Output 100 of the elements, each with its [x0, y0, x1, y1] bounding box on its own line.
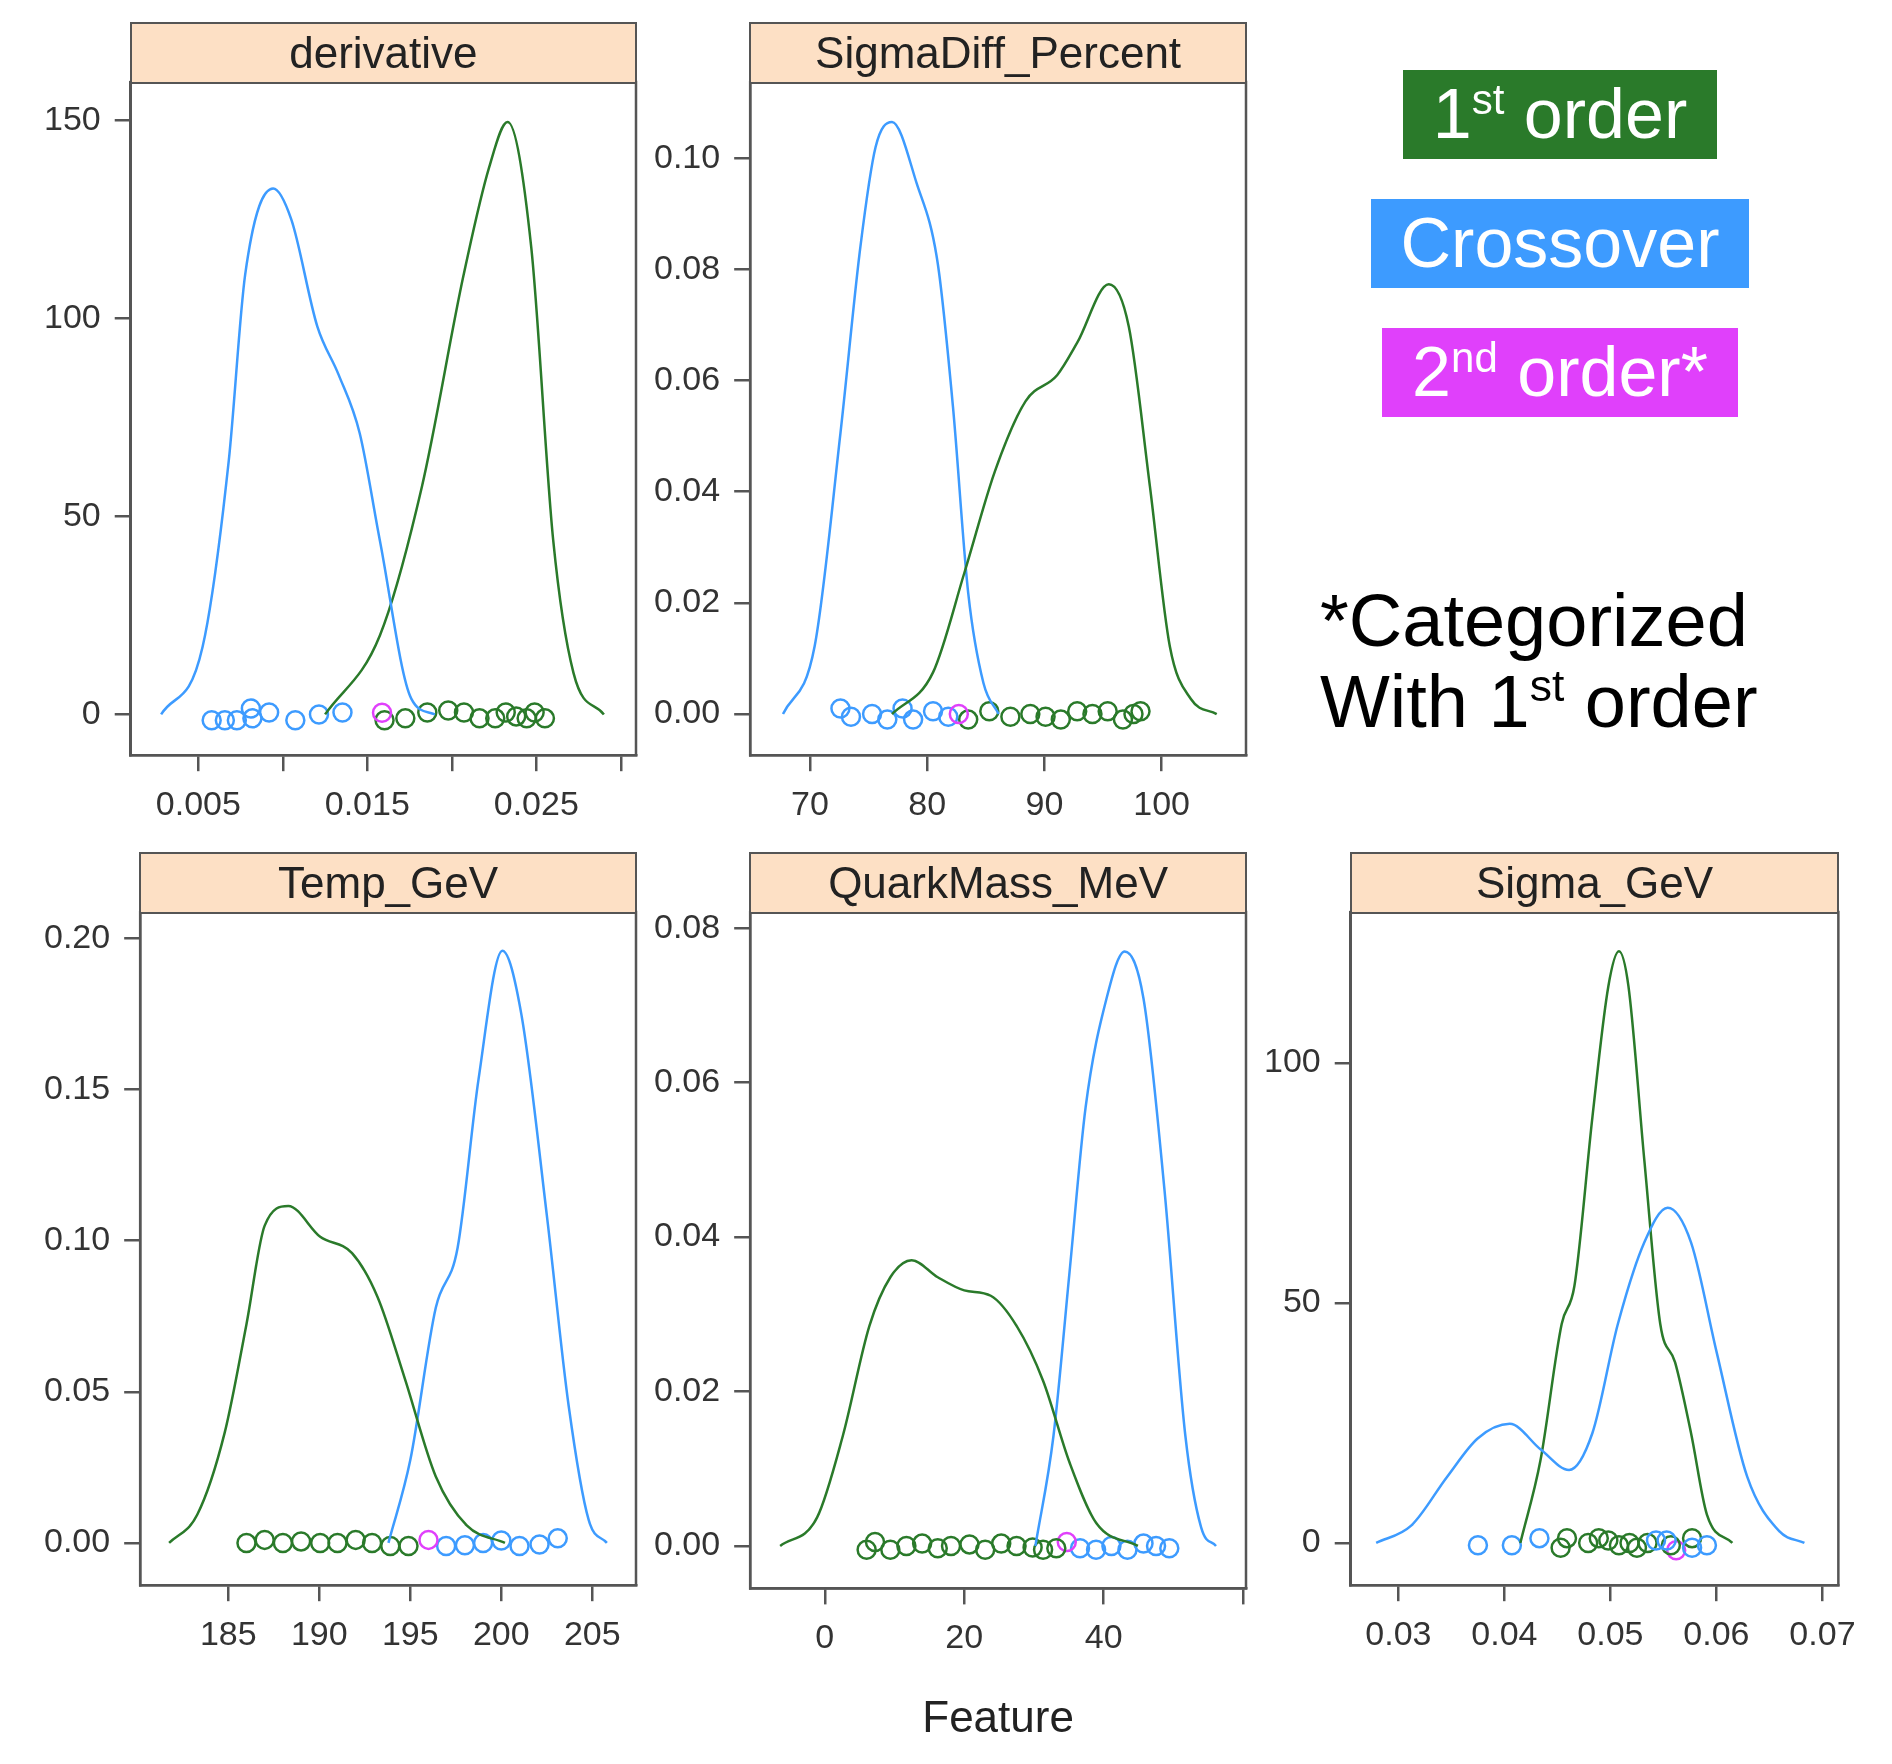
- y-tick-label: 0.06: [653, 358, 721, 397]
- y-tick-label: 0.00: [653, 1524, 721, 1563]
- point: [435, 1535, 457, 1557]
- x-tick-label: 70: [791, 783, 829, 822]
- point: [1467, 1535, 1489, 1556]
- point: [240, 698, 262, 719]
- point: [495, 702, 516, 723]
- point: [1608, 1535, 1630, 1556]
- point: [491, 1530, 512, 1551]
- x-tick-label: 40: [1084, 1617, 1123, 1656]
- y-tick-label: 0.08: [653, 247, 721, 286]
- x-tick-label: 200: [472, 1613, 530, 1652]
- point: [453, 702, 475, 723]
- x-tick-label: 0.05: [1577, 1613, 1644, 1652]
- point: [1681, 1537, 1703, 1558]
- text: *Categorized With 1$^{st}$ order: [1320, 579, 1759, 744]
- x-tick-label: 0.07: [1789, 1613, 1856, 1652]
- point: [285, 710, 306, 731]
- point: [529, 1534, 550, 1555]
- point: [332, 702, 353, 723]
- point: [214, 710, 236, 731]
- point: [380, 1535, 401, 1557]
- point: [1619, 1532, 1640, 1554]
- point: [242, 708, 263, 729]
- point: [361, 1532, 383, 1554]
- point: [505, 706, 527, 727]
- point: [484, 708, 506, 729]
- point: [371, 702, 393, 724]
- point: [258, 702, 280, 723]
- y-tick-label: 0.04: [653, 1215, 721, 1254]
- y-tick-label: 0.00: [653, 692, 721, 731]
- y-tick-label: 0: [1301, 1521, 1321, 1560]
- point: [547, 1528, 568, 1549]
- x-tick-label: 0.04: [1471, 1613, 1538, 1652]
- y-tick-label: 0.15: [43, 1068, 111, 1107]
- y-tick-label: 50: [1282, 1281, 1321, 1320]
- y-tick-label: 100: [1263, 1041, 1321, 1080]
- point: [236, 1532, 257, 1554]
- point: [272, 1532, 294, 1554]
- x-tick-label: 205: [563, 1613, 621, 1652]
- point: [454, 1535, 476, 1556]
- x-tick-label: 0.005: [155, 783, 241, 822]
- y-tick-label: 100: [43, 296, 101, 335]
- point: [1645, 1530, 1667, 1551]
- y-tick-label: 0.10: [653, 136, 721, 175]
- point: [438, 700, 459, 721]
- point: [509, 1535, 530, 1557]
- x-tick-label: 80: [908, 783, 947, 822]
- point: [254, 1529, 275, 1551]
- point: [308, 704, 330, 725]
- point: [327, 1532, 348, 1554]
- point: [417, 702, 438, 723]
- y-tick-label: 0.10: [43, 1219, 111, 1258]
- y-tick-label: 0.06: [653, 1061, 721, 1100]
- point: [395, 708, 416, 729]
- x-tick-label: 0: [815, 1617, 835, 1656]
- point: [1598, 1530, 1619, 1551]
- x-tick-label: 0.025: [493, 783, 579, 822]
- point: [524, 702, 545, 723]
- x-tick-label: 185: [199, 1613, 257, 1652]
- point: [201, 710, 222, 731]
- y-tick-label: 0.20: [43, 916, 111, 955]
- text: 1$^{st}$ order: [1402, 70, 1718, 159]
- point: [1626, 1537, 1648, 1558]
- point: [1550, 1537, 1571, 1558]
- point: [345, 1529, 366, 1551]
- y-tick-label: 0.05: [43, 1370, 111, 1409]
- x-tick-label: 100: [1133, 783, 1190, 822]
- y-tick-label: 0.00: [43, 1521, 111, 1560]
- point: [226, 710, 248, 731]
- x-tick-label: 0.015: [324, 783, 410, 822]
- point: [290, 1531, 312, 1552]
- point: [1529, 1527, 1550, 1549]
- text: Crossover: [1370, 199, 1750, 288]
- y-tick-label: 0: [81, 692, 101, 731]
- line-series: [1374, 1206, 1806, 1545]
- point: [309, 1532, 331, 1554]
- point: [1577, 1532, 1599, 1554]
- point: [1588, 1527, 1610, 1549]
- y-tick-label: 0.04: [653, 470, 721, 509]
- x-tick-label: 195: [381, 1613, 439, 1652]
- point: [398, 1535, 419, 1557]
- point: [1696, 1535, 1718, 1556]
- point: [1556, 1527, 1578, 1549]
- x-tick-label: 90: [1025, 783, 1064, 822]
- x-tick-label: 190: [290, 1613, 348, 1652]
- y-tick-label: 0.02: [653, 1369, 721, 1408]
- point: [1656, 1530, 1677, 1551]
- point: [469, 708, 490, 729]
- y-tick-label: 50: [62, 494, 101, 533]
- x-tick-label: 0.03: [1365, 1613, 1432, 1652]
- point: [534, 708, 556, 729]
- point: [516, 708, 537, 729]
- x-tick-label: 0.06: [1683, 1613, 1750, 1652]
- x-tick-label: 20: [945, 1617, 984, 1656]
- point: [1501, 1535, 1523, 1556]
- y-tick-label: 0.02: [653, 581, 721, 620]
- y-tick-label: 0.08: [653, 906, 721, 945]
- text: 2$^{nd}$ order*: [1382, 328, 1738, 417]
- x-axis-title: Feature: [922, 1691, 1074, 1741]
